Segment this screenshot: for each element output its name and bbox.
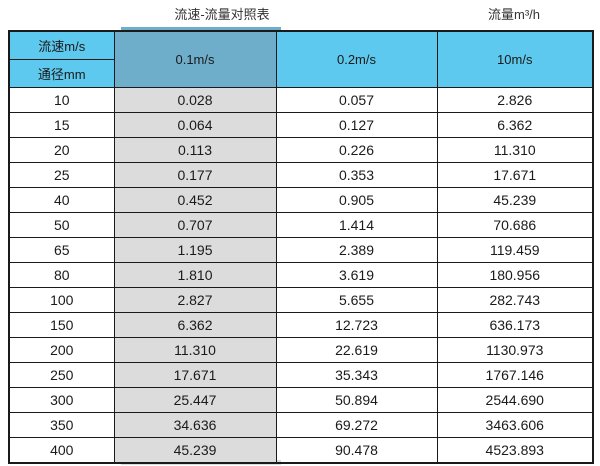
flow-rate-table: 流速m/s 0.1m/s 0.2m/s 10m/s 通径mm 10 0.028 … <box>8 30 594 464</box>
table-row: 350 34.636 69.272 3463.606 <box>8 412 594 438</box>
dn-cell: 65 <box>8 237 115 263</box>
table-title: 流速-流量对照表 <box>174 7 270 22</box>
table-row: 10 0.028 0.057 2.826 <box>8 87 594 113</box>
value-cell: 3463.606 <box>436 412 594 438</box>
dn-cell: 50 <box>8 212 115 238</box>
value-cell: 22.619 <box>275 337 438 363</box>
value-cell: 70.686 <box>436 212 594 238</box>
title-row: 流速-流量对照表 流量m³/h <box>8 3 592 27</box>
value-cell: 2544.690 <box>436 387 594 413</box>
header-row-top: 流速m/s 0.1m/s 0.2m/s 10m/s <box>8 30 594 88</box>
dn-cell: 100 <box>8 287 115 313</box>
value-cell: 2.389 <box>275 237 438 263</box>
value-cell: 17.671 <box>436 162 594 188</box>
value-cell: 1130.973 <box>436 337 594 363</box>
value-cell: 2.826 <box>436 87 594 113</box>
table-row: 200 11.310 22.619 1130.973 <box>8 337 594 363</box>
table-row: 40 0.452 0.905 45.239 <box>8 187 594 213</box>
value-cell: 90.478 <box>275 437 438 464</box>
value-cell: 0.905 <box>275 187 438 213</box>
value-cell: 0.057 <box>275 87 438 113</box>
value-cell: 0.353 <box>275 162 438 188</box>
value-cell: 4523.893 <box>436 437 594 464</box>
value-cell: 1.195 <box>113 237 277 263</box>
dn-cell: 200 <box>8 337 115 363</box>
table-row: 65 1.195 2.389 119.459 <box>8 237 594 263</box>
value-cell: 3.619 <box>275 262 438 288</box>
value-cell: 2.827 <box>113 287 277 313</box>
table-row: 400 45.239 90.478 4523.893 <box>8 437 594 464</box>
dn-cell: 80 <box>8 262 115 288</box>
value-cell: 1.414 <box>275 212 438 238</box>
value-cell: 282.743 <box>436 287 594 313</box>
dn-cell: 10 <box>8 87 115 113</box>
table-row: 250 17.671 35.343 1767.146 <box>8 362 594 388</box>
value-cell: 0.452 <box>113 187 277 213</box>
value-cell: 0.113 <box>113 137 277 163</box>
dn-cell: 250 <box>8 362 115 388</box>
header-col-10ms: 10m/s <box>436 30 594 88</box>
value-cell: 5.655 <box>275 287 438 313</box>
table-row: 150 6.362 12.723 636.173 <box>8 312 594 338</box>
value-cell: 180.956 <box>436 262 594 288</box>
table-row: 80 1.810 3.619 180.956 <box>8 262 594 288</box>
table-row: 15 0.064 0.127 6.362 <box>8 112 594 138</box>
value-cell: 6.362 <box>113 312 277 338</box>
dn-cell: 25 <box>8 162 115 188</box>
table-row: 20 0.113 0.226 11.310 <box>8 137 594 163</box>
value-cell: 11.310 <box>113 337 277 363</box>
value-cell: 34.636 <box>113 412 277 438</box>
dn-cell: 350 <box>8 412 115 438</box>
value-cell: 45.239 <box>436 187 594 213</box>
value-cell: 0.177 <box>113 162 277 188</box>
value-cell: 0.127 <box>275 112 438 138</box>
table-row: 300 25.447 50.894 2544.690 <box>8 387 594 413</box>
value-cell: 35.343 <box>275 362 438 388</box>
value-cell: 0.707 <box>113 212 277 238</box>
value-cell: 636.173 <box>436 312 594 338</box>
header-flow-velocity: 流速m/s <box>8 30 115 60</box>
value-cell: 6.362 <box>436 112 594 138</box>
header-diameter: 通径mm <box>8 59 115 88</box>
header-col-0-2ms: 0.2m/s <box>275 30 438 88</box>
table-row: 100 2.827 5.655 282.743 <box>8 287 594 313</box>
value-cell: 1767.146 <box>436 362 594 388</box>
dn-cell: 400 <box>8 437 115 464</box>
value-cell: 12.723 <box>275 312 438 338</box>
header-col-0-1ms: 0.1m/s <box>113 30 277 88</box>
value-cell: 11.310 <box>436 137 594 163</box>
value-cell: 1.810 <box>113 262 277 288</box>
table-row: 50 0.707 1.414 70.686 <box>8 212 594 238</box>
value-cell: 45.239 <box>113 437 277 464</box>
value-cell: 69.272 <box>275 412 438 438</box>
value-cell: 17.671 <box>113 362 277 388</box>
value-cell: 0.226 <box>275 137 438 163</box>
highlight-column-top-overhang <box>121 27 281 31</box>
value-cell: 0.028 <box>113 87 277 113</box>
dn-cell: 40 <box>8 187 115 213</box>
dn-cell: 20 <box>8 137 115 163</box>
dn-cell: 15 <box>8 112 115 138</box>
dn-cell: 300 <box>8 387 115 413</box>
table-row: 25 0.177 0.353 17.671 <box>8 162 594 188</box>
value-cell: 50.894 <box>275 387 438 413</box>
dn-cell: 150 <box>8 312 115 338</box>
value-cell: 0.064 <box>113 112 277 138</box>
flow-unit-title: 流量m³/h <box>487 7 540 22</box>
value-cell: 119.459 <box>436 237 594 263</box>
value-cell: 25.447 <box>113 387 277 413</box>
